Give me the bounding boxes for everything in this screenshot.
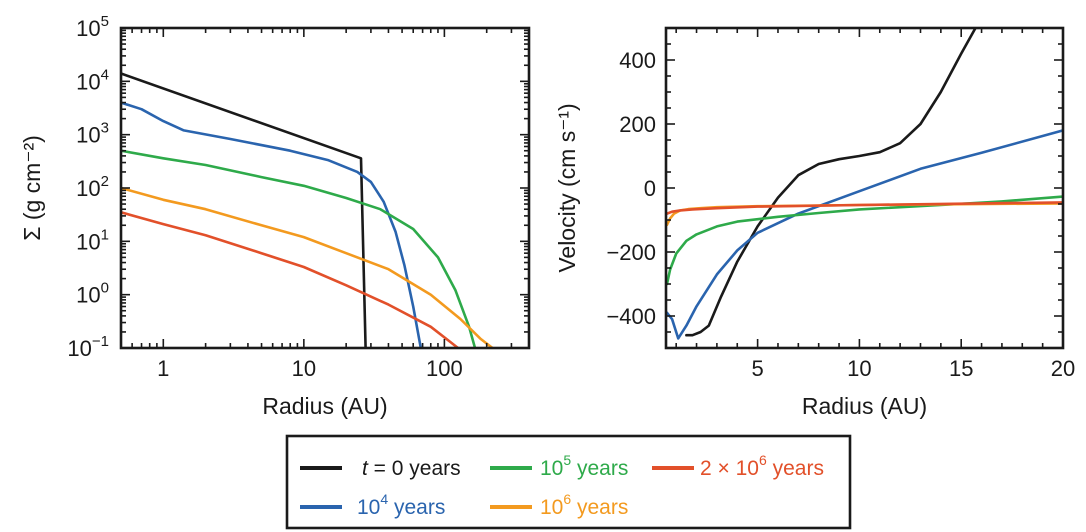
sigma-series-3-line <box>121 186 494 348</box>
sigma-ticks <box>120 27 530 349</box>
legend-label-suffix: years <box>571 457 628 480</box>
legend-label-exponent: 4 <box>380 491 388 507</box>
legend-entry: 2 × 106 years <box>652 452 824 480</box>
legend-entry: 104 years <box>300 491 445 519</box>
y-tick-label-base: 10 <box>76 69 100 94</box>
y-tick-label-base: 10 <box>76 16 100 41</box>
velocity-series-group <box>666 28 1063 340</box>
legend-frame <box>285 434 852 530</box>
legend-label: 104 years <box>357 491 445 519</box>
y-tick-label: 105 <box>76 13 109 41</box>
x-tick-label: 5 <box>751 356 763 381</box>
y-tick-label-base: 10 <box>76 229 100 254</box>
y-tick-label: 0 <box>644 176 656 201</box>
legend-label-text: = 0 years <box>368 457 461 480</box>
legend-label-suffix: years <box>571 496 628 519</box>
legend-entry: 105 years <box>490 452 628 480</box>
x-tick-label: 15 <box>949 356 973 381</box>
y-tick-label-base: 10 <box>67 336 91 361</box>
y-tick-label-exp: −1 <box>92 333 109 350</box>
velocity-series-2-line <box>666 195 1063 286</box>
sigma-y-axis-label: Σ (g cm⁻²) <box>19 135 45 241</box>
sigma-series-2-line <box>121 149 477 348</box>
legend-entry: 106 years <box>490 491 628 519</box>
velocity-ticks <box>666 27 1064 349</box>
legend-label: 106 years <box>540 491 628 519</box>
x-tick-label: 100 <box>426 356 463 381</box>
sigma-series-0-line <box>121 72 367 348</box>
legend-label-suffix: years <box>767 457 824 480</box>
y-tick-label: 200 <box>619 112 656 137</box>
y-tick-label-exp: 4 <box>101 66 109 83</box>
velocity-series-0-line <box>685 28 977 337</box>
y-tick-label: −200 <box>606 240 656 265</box>
velocity-x-axis-label: Radius (AU) <box>802 393 927 419</box>
velocity-series-1-line <box>666 129 1063 340</box>
sigma-x-axis-label: Radius (AU) <box>262 393 387 419</box>
y-tick-label: 103 <box>76 120 109 148</box>
y-tick-label: 100 <box>76 280 109 308</box>
sigma-series-4-line <box>121 211 460 348</box>
sigma-plot-frame <box>119 26 531 350</box>
legend-label: 2 × 106 years <box>700 452 824 480</box>
y-tick-label: 102 <box>76 173 109 201</box>
y-tick-label: −400 <box>606 304 656 329</box>
y-tick-label-exp: 5 <box>101 13 109 30</box>
legend-entry: t = 0 years <box>300 457 461 480</box>
legend-label-exponent: 6 <box>759 452 767 468</box>
y-tick-label-base: 10 <box>76 176 100 201</box>
y-tick-label-exp: 1 <box>101 226 109 243</box>
sigma-series-group <box>121 72 494 348</box>
y-tick-label-exp: 0 <box>101 280 109 297</box>
x-tick-label: 1 <box>157 356 169 381</box>
x-tick-label: 20 <box>1051 356 1075 381</box>
legend-label-text: 10 <box>540 457 563 480</box>
y-tick-label-base: 10 <box>76 283 100 308</box>
velocity-y-axis-label: Velocity (cm s⁻¹) <box>554 103 580 272</box>
y-tick-label: 101 <box>76 226 109 254</box>
legend-label-exponent: 5 <box>563 452 571 468</box>
y-tick-label: 400 <box>619 48 656 73</box>
sigma-series-1-line <box>121 101 423 348</box>
y-tick-label-exp: 3 <box>101 120 109 137</box>
legend-label: t = 0 years <box>362 457 461 480</box>
y-tick-label-exp: 2 <box>101 173 109 190</box>
legend-label-text: 10 <box>540 496 563 519</box>
x-tick-label: 10 <box>292 356 316 381</box>
y-tick-label-base: 10 <box>76 123 100 148</box>
legend-label: 105 years <box>540 452 628 480</box>
legend-label-italic: t <box>362 457 369 480</box>
legend-label-suffix: years <box>388 496 445 519</box>
y-tick-label: 10−1 <box>67 333 109 361</box>
legend-label-text: 2 × 10 <box>700 457 759 480</box>
x-tick-label: 10 <box>847 356 871 381</box>
y-tick-label: 104 <box>76 66 109 94</box>
legend-label-exponent: 6 <box>563 491 571 507</box>
velocity-series-4-line <box>666 201 1063 215</box>
velocity-panel: 5 10 15 20 −400 −200 0 200 400 Radius (AU) Velocit… <box>554 26 1075 419</box>
legend-label-text: 10 <box>357 496 380 519</box>
